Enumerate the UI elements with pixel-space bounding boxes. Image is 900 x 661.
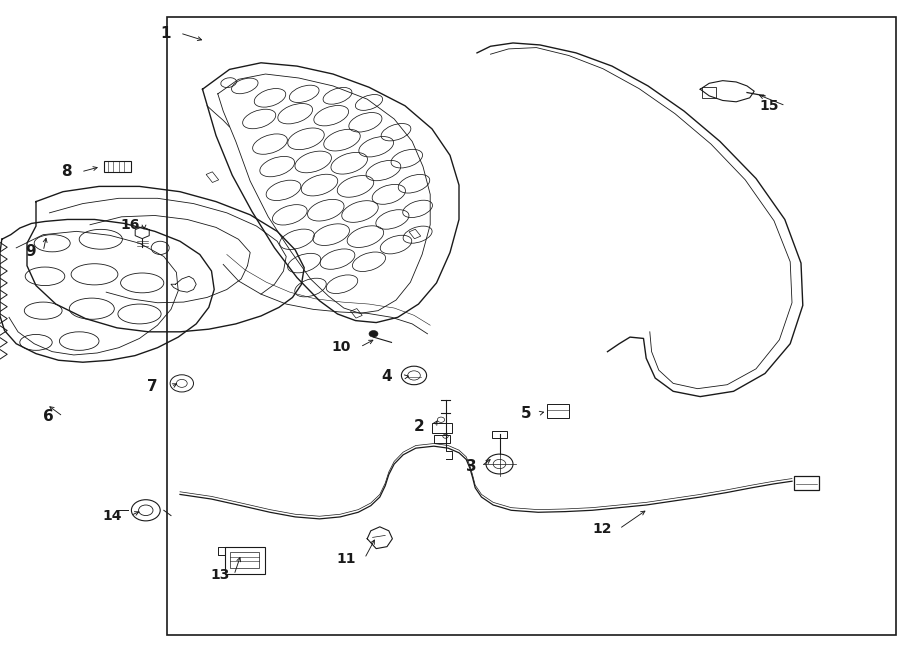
Text: 4: 4 [381, 369, 392, 384]
Bar [434, 435, 450, 443]
Text: 8: 8 [61, 165, 72, 179]
Bar [166, 17, 896, 635]
Text: 14: 14 [102, 508, 122, 523]
Text: 1: 1 [160, 26, 171, 40]
Bar [547, 404, 569, 418]
Bar [794, 476, 819, 490]
Text: 6: 6 [43, 409, 54, 424]
Text: 12: 12 [592, 522, 612, 536]
Bar [230, 552, 259, 568]
Bar [702, 87, 716, 98]
Text: 13: 13 [210, 568, 230, 582]
Text: 16: 16 [120, 217, 140, 232]
Bar [351, 309, 362, 318]
Circle shape [369, 330, 378, 337]
Text: 2: 2 [414, 419, 425, 434]
Bar [410, 229, 420, 239]
Text: 9: 9 [25, 244, 36, 258]
Text: 3: 3 [466, 459, 477, 473]
Bar [432, 423, 452, 433]
Bar [492, 431, 507, 438]
Bar [104, 161, 130, 172]
Text: 7: 7 [147, 379, 158, 394]
Text: 10: 10 [331, 340, 351, 354]
Text: 5: 5 [520, 406, 531, 420]
Text: 11: 11 [336, 551, 356, 566]
Bar [225, 547, 265, 574]
Text: 15: 15 [759, 98, 778, 113]
Bar [206, 172, 219, 182]
